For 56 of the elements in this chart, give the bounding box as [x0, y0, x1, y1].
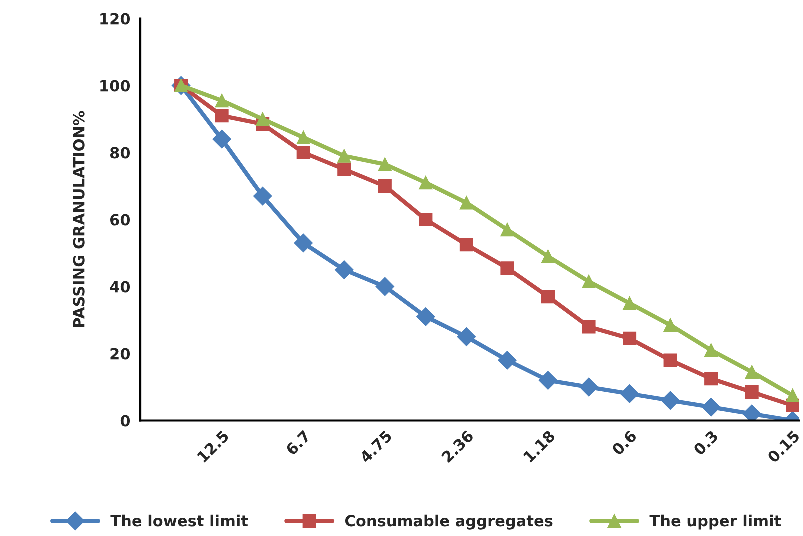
- point: [541, 290, 556, 304]
- point: [294, 234, 313, 253]
- point: [376, 277, 395, 296]
- point: [338, 162, 352, 176]
- point: [620, 384, 640, 404]
- point: [702, 398, 721, 417]
- point: [256, 112, 270, 126]
- point: [500, 262, 514, 276]
- point: [215, 94, 229, 108]
- point: [742, 404, 762, 421]
- point: [580, 378, 598, 397]
- point: [582, 320, 596, 334]
- point: [664, 318, 678, 332]
- y-tick-label: 0: [120, 415, 130, 427]
- point: [498, 351, 517, 370]
- point: [335, 260, 354, 280]
- y-tick-label: 100: [100, 80, 130, 92]
- x-tick-label: 0.3: [692, 430, 719, 456]
- legend-label: The upper limit: [650, 514, 782, 530]
- point: [419, 212, 433, 227]
- point: [253, 186, 272, 206]
- y-tick-label: 80: [110, 147, 130, 159]
- y-tick-label: 40: [110, 281, 130, 293]
- point: [378, 158, 392, 172]
- point: [623, 332, 637, 346]
- point: [215, 109, 229, 123]
- point: [419, 176, 433, 190]
- point: [296, 130, 310, 144]
- y-tick-label: 20: [110, 348, 130, 360]
- y-axis-title: PASSING GRANULATION%: [73, 111, 85, 328]
- point: [623, 296, 637, 310]
- point: [378, 179, 392, 194]
- y-tick-label: 60: [110, 214, 130, 226]
- point: [661, 391, 680, 410]
- point: [457, 328, 476, 346]
- point: [538, 371, 558, 390]
- y-tick-label: 120: [100, 13, 130, 25]
- point: [745, 386, 759, 400]
- point: [500, 223, 514, 237]
- point: [338, 149, 352, 163]
- point: [296, 146, 310, 160]
- legend-label: The lowest limit: [110, 514, 248, 527]
- point: [704, 372, 718, 386]
- point: [582, 274, 596, 289]
- legend-label: Consumable aggregates: [345, 514, 553, 530]
- point: [460, 238, 474, 252]
- x-tick-label: 6.7: [285, 430, 312, 456]
- x-tick-label: 0.6: [611, 430, 638, 456]
- point: [541, 250, 556, 264]
- point: [460, 196, 474, 210]
- point: [212, 130, 232, 149]
- point: [704, 344, 718, 358]
- point: [786, 388, 799, 402]
- point: [416, 308, 436, 326]
- point: [664, 354, 678, 368]
- point: [745, 365, 759, 379]
